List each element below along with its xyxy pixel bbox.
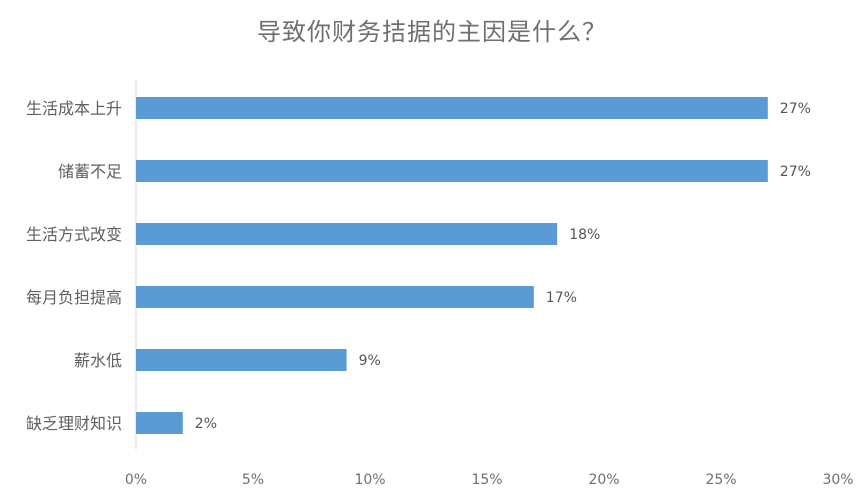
category-label: 每月负担提高 bbox=[26, 288, 122, 307]
data-label: 27% bbox=[780, 164, 811, 180]
bar bbox=[136, 223, 558, 245]
bar bbox=[136, 286, 534, 308]
x-tick-label: 30% bbox=[822, 472, 853, 488]
bar bbox=[136, 160, 768, 182]
category-label: 储蓄不足 bbox=[58, 162, 122, 181]
data-label: 17% bbox=[546, 290, 577, 306]
x-tick-label: 0% bbox=[125, 472, 147, 488]
category-label: 生活成本上升 bbox=[26, 99, 122, 118]
x-tick-label: 10% bbox=[354, 472, 385, 488]
category-label: 生活方式改变 bbox=[26, 225, 122, 244]
chart-title: 导致你财务拮据的主因是什么？ bbox=[257, 18, 607, 46]
data-label: 18% bbox=[569, 227, 600, 243]
x-tick-label: 5% bbox=[242, 472, 264, 488]
x-tick-label: 20% bbox=[588, 472, 619, 488]
x-tick-label: 15% bbox=[471, 472, 502, 488]
plot-area: 生活成本上升 27% 储蓄不足 27% 生活方式改变 18% 每月负担提高 17% 薪水低 9% 缺… bbox=[26, 79, 854, 488]
bar bbox=[136, 349, 347, 371]
data-label: 9% bbox=[359, 353, 381, 369]
x-tick-label: 25% bbox=[705, 472, 736, 488]
bar bbox=[136, 412, 183, 434]
category-label: 缺乏理财知识 bbox=[26, 414, 122, 433]
data-label: 27% bbox=[780, 101, 811, 117]
bar bbox=[136, 97, 768, 119]
category-label: 薪水低 bbox=[74, 351, 122, 370]
data-label: 2% bbox=[195, 416, 217, 432]
